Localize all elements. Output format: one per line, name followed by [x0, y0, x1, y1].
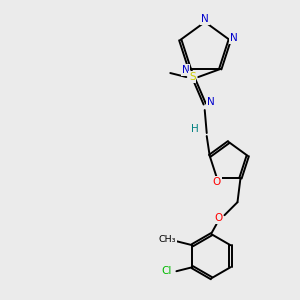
Text: N: N — [201, 14, 209, 24]
Text: H: H — [191, 124, 199, 134]
Text: Cl: Cl — [161, 266, 172, 276]
Text: N: N — [230, 33, 238, 43]
Text: O: O — [213, 177, 221, 187]
Text: CH₃: CH₃ — [159, 235, 176, 244]
Text: N: N — [182, 65, 190, 75]
Text: S: S — [189, 72, 196, 82]
Text: N: N — [207, 97, 214, 107]
Text: O: O — [214, 213, 223, 223]
